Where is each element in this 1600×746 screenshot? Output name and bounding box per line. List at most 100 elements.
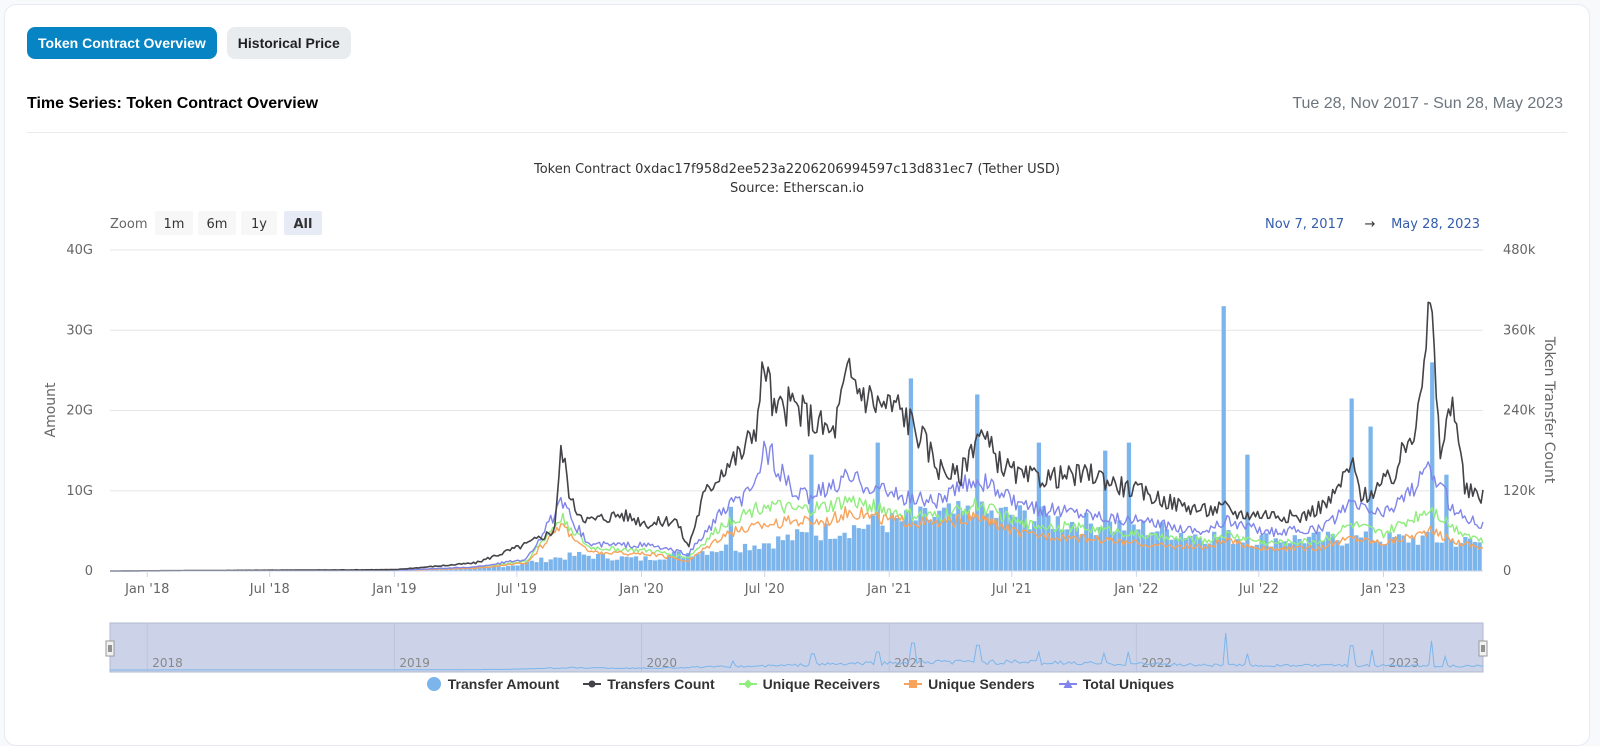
transfer-amount-bar	[1198, 538, 1202, 571]
transfer-amount-bar	[885, 532, 889, 571]
legend-item-transfers-count[interactable]: Transfers Count	[583, 676, 714, 692]
navigator-handle-right[interactable]	[1479, 641, 1487, 656]
transfer-amount-bar	[511, 565, 515, 571]
transfer-amount-bar	[506, 566, 510, 571]
transfer-amount-bar	[890, 513, 894, 571]
legend-item-unique-senders[interactable]: Unique Senders	[904, 676, 1035, 692]
transfer-amount-bar	[767, 543, 771, 571]
transfer-amount-bar	[1146, 535, 1150, 571]
x-tick-label: Jul '22	[1238, 582, 1279, 597]
transfer-amount-bar	[658, 560, 662, 571]
transfer-amount-bar	[1340, 546, 1344, 571]
transfer-amount-bar	[1350, 398, 1354, 571]
transfer-amount-bar	[496, 566, 500, 571]
transfer-amount-bar	[1056, 516, 1060, 571]
transfer-amount-bar	[582, 555, 586, 571]
transfer-amount-bar	[776, 536, 780, 571]
transfer-amount-bar	[852, 525, 856, 571]
transfer-amount-bar	[587, 556, 591, 571]
transfer-amount-bar	[1383, 544, 1387, 571]
legend-label: Transfers Count	[607, 676, 714, 692]
x-tick-label: Jan '23	[1360, 582, 1405, 597]
transfer-amount-bar	[591, 559, 595, 571]
transfer-amount-bar	[515, 565, 519, 571]
transfer-amount-bar	[601, 554, 605, 571]
transfer-amount-bar	[752, 546, 756, 571]
transfer-amount-bar	[970, 517, 974, 571]
transfer-amount-bar	[871, 516, 875, 571]
transfer-amount-bar	[1421, 536, 1425, 571]
transfer-amount-bar	[634, 556, 638, 571]
transfer-amount-bar	[899, 521, 903, 571]
transfer-amount-bar	[662, 560, 666, 571]
transfer-amount-bar	[1127, 443, 1131, 571]
transfer-amount-bar	[1416, 545, 1420, 571]
x-tick-label: Jan '19	[371, 582, 416, 597]
transfer-amount-bar	[847, 538, 851, 571]
transfer-amount-bar	[653, 560, 657, 571]
transfer-amount-bar	[842, 533, 846, 571]
transfer-amount-bar	[828, 539, 832, 571]
transfer-amount-bar	[605, 558, 609, 571]
range-from[interactable]: Nov 7, 2017	[1265, 217, 1344, 232]
transfer-amount-bar	[544, 562, 548, 571]
transfer-amount-bar	[909, 378, 913, 571]
time-series-chart: Token Contract 0xdac17f958d2ee523a220620…	[0, 0, 1600, 727]
legend-item-unique-receivers[interactable]: Unique Receivers	[739, 676, 881, 692]
transfer-amount-bar	[880, 526, 884, 571]
x-tick-label: Jul '19	[496, 582, 537, 597]
transfer-amount-bar	[553, 557, 557, 571]
transfer-amount-bar	[838, 536, 842, 571]
transfer-amount-bar	[861, 529, 865, 571]
y-left-tick: 30G	[66, 323, 93, 338]
legend-item-transfer-amount[interactable]: Transfer Amount	[426, 676, 560, 692]
transfer-amount-bar	[795, 529, 799, 571]
transfer-amount-bar	[1165, 530, 1169, 571]
transfer-amount-bar	[956, 501, 960, 571]
transfer-amount-bar	[762, 543, 766, 571]
transfer-amount-bar	[710, 551, 714, 571]
transfer-amount-bar	[696, 554, 700, 571]
transfer-amount-bar	[1321, 541, 1325, 571]
transfer-amount-bar	[1184, 538, 1188, 571]
transfer-amount-bar	[610, 560, 614, 571]
navigator-handle-left[interactable]	[106, 641, 114, 656]
transfer-amount-bar	[1454, 547, 1458, 571]
transfer-amount-bar	[1207, 543, 1211, 571]
transfer-amount-bar	[771, 549, 775, 571]
chart-title: Token Contract 0xdac17f958d2ee523a220620…	[533, 162, 1060, 177]
y-right-tick: 0	[1503, 564, 1511, 579]
transfer-amount-bar	[1027, 529, 1031, 571]
transfer-amount-bar	[539, 558, 543, 571]
transfer-amount-bar	[1113, 532, 1117, 571]
y-right-tick: 360k	[1503, 323, 1536, 338]
navigator-year-label: 2018	[152, 656, 183, 670]
transfer-amount-bar	[1477, 542, 1481, 571]
transfer-amount-bar	[672, 552, 676, 571]
y-left-tick: 0	[85, 564, 93, 579]
transfer-amount-bar	[932, 517, 936, 571]
legend-symbol-icon	[739, 678, 757, 690]
transfer-amount-bar	[629, 557, 633, 571]
transfer-amount-bar	[1188, 536, 1192, 571]
range-to[interactable]: May 28, 2023	[1391, 217, 1480, 232]
transfer-amount-bar	[1079, 535, 1083, 571]
legend-item-total-uniques[interactable]: Total Uniques	[1059, 676, 1175, 692]
transfer-amount-bar	[1359, 537, 1363, 571]
transfer-amount-bar	[530, 561, 534, 571]
transfer-amount-bar	[724, 545, 728, 571]
transfer-amount-bar	[568, 553, 572, 571]
transfer-amount-bar	[1316, 532, 1320, 571]
transfer-amount-bar	[639, 561, 643, 571]
transfer-amount-bar	[1345, 544, 1349, 571]
x-tick-label: Jul '20	[744, 582, 785, 597]
transfer-amount-bar	[1018, 505, 1022, 571]
transfer-amount-bar	[1150, 532, 1154, 571]
transfer-amount-bar	[1013, 517, 1017, 571]
transfer-amount-bar	[1250, 546, 1254, 571]
y-right-tick: 480k	[1503, 243, 1536, 258]
transfer-amount-bar	[719, 551, 723, 571]
